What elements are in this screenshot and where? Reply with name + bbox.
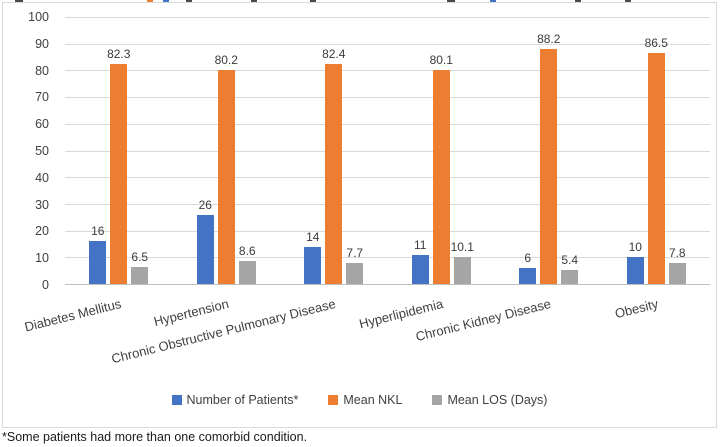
bar: 26 (196, 198, 214, 284)
bar: 82.4 (322, 47, 345, 284)
gridline (65, 123, 710, 125)
gridline (65, 97, 710, 99)
bar-group: 6 88.2 5.4 (519, 17, 579, 284)
bar-value-label: 88.2 (537, 31, 561, 46)
gridline (65, 230, 710, 232)
bar-value-label: 7.8 (668, 246, 686, 261)
cropped-title-remnants (0, 0, 721, 2)
bar-group: 11 80.1 10.1 (411, 17, 474, 284)
cropped-title-remnant (147, 0, 153, 2)
legend-label: Mean NKL (343, 393, 403, 407)
bar-value-label: 7.7 (346, 246, 364, 261)
cropped-title-remnant (310, 0, 316, 2)
bar-value-label: 11 (414, 237, 427, 252)
cropped-title-remnant (575, 0, 581, 2)
bar: 82.3 (107, 47, 130, 284)
cropped-title-remnant (251, 0, 257, 2)
bar: 8.6 (238, 244, 256, 284)
bar: 11 (411, 238, 429, 284)
y-axis-tick-label: 90 (35, 36, 49, 51)
bar: 7.8 (668, 246, 686, 284)
bar: 86.5 (645, 36, 668, 284)
gridline (65, 70, 710, 72)
bar-value-label: 80.1 (429, 53, 453, 68)
bar: 7.7 (346, 246, 364, 284)
bar: 80.1 (430, 53, 453, 284)
legend-label: Mean LOS (Days) (447, 393, 548, 407)
cropped-title-remnant (15, 0, 23, 2)
legend-label: Number of Patients* (186, 393, 299, 407)
legend-item: Mean NKL (328, 393, 402, 407)
gridline (65, 150, 710, 152)
bar-value-label: 8.6 (238, 244, 256, 259)
bar-value-label: 82.3 (107, 47, 131, 62)
bar-value-label: 6 (524, 250, 532, 265)
cropped-title-remnant (163, 0, 169, 2)
legend-item: Number of Patients* (171, 393, 299, 407)
bar: 5.4 (561, 253, 579, 284)
bar-group: 26 80.2 8.6 (196, 17, 256, 284)
bar-value-label: 82.4 (322, 47, 346, 61)
bar-value-label: 16 (91, 224, 105, 239)
gridline (65, 203, 710, 205)
bar-group: 16 82.3 6.5 (89, 17, 149, 284)
legend-swatch-icon (171, 395, 182, 405)
bar-value-label: 86.5 (644, 36, 668, 51)
bar: 88.2 (537, 32, 560, 284)
gridline (65, 17, 710, 18)
bar-value-label: 80.2 (214, 52, 238, 67)
cropped-title-remnant (625, 0, 631, 2)
category-labels: Diabetes Mellitus Hypertension Chronic Obs… (3, 296, 716, 381)
y-axis: 0 10 20 30 40 50 60 70 80 90 100 (3, 10, 55, 292)
legend-swatch-icon (328, 395, 339, 405)
cropped-title-remnant (186, 0, 192, 2)
y-axis-tick-label: 40 (35, 170, 49, 185)
category-label: Diabetes Mellitus (22, 296, 123, 335)
legend: Number of Patients* Mean NKL Mean LOS (Day… (3, 393, 716, 407)
category-label: Obesity (613, 296, 660, 322)
bar-value-label: 10.1 (450, 240, 474, 255)
bar-value-label: 6.5 (131, 249, 149, 264)
plot-area: 16 82.3 6.5 26 80.2 8.6 14 82.4 7.7 11 80.1 10.1 6 88… (65, 17, 710, 285)
chart-frame: 0 10 20 30 40 50 60 70 80 90 100 16 82.3 6.5 26 80.2 8.… (2, 2, 717, 428)
gridline (65, 177, 710, 179)
bar-group: 10 86.5 7.8 (626, 17, 686, 284)
gridline (65, 257, 710, 259)
bar: 14 (304, 230, 322, 284)
bar: 16 (89, 224, 107, 284)
y-axis-tick-label: 20 (35, 224, 49, 239)
bar: 6.5 (131, 250, 149, 284)
legend-item: Mean LOS (Days) (432, 393, 547, 407)
bar-value-label: 26 (198, 197, 212, 212)
y-axis-tick-label: 80 (35, 63, 49, 78)
chart-footnote: *Some patients had more than one comorbi… (2, 430, 308, 444)
bars-row: 16 82.3 6.5 26 80.2 8.6 14 82.4 7.7 11 80.1 10.1 6 88… (65, 17, 710, 284)
y-axis-tick-label: 10 (35, 251, 49, 266)
bar: 6 (519, 251, 537, 284)
cropped-title-remnant (447, 0, 455, 2)
bar: 10 (626, 240, 644, 284)
bar-value-label: 10 (628, 240, 642, 255)
bar-value-label: 14 (306, 229, 320, 244)
y-axis-tick-label: 60 (35, 117, 49, 132)
y-axis-tick-label: 0 (42, 278, 49, 292)
bar-value-label: 5.4 (561, 252, 579, 267)
y-axis-tick-label: 30 (35, 197, 49, 212)
bar: 80.2 (215, 53, 238, 284)
legend-swatch-icon (432, 395, 443, 405)
y-axis-tick-label: 70 (35, 90, 49, 105)
gridline (65, 43, 710, 45)
bar: 10.1 (451, 240, 474, 284)
y-axis-tick-label: 50 (35, 144, 49, 158)
cropped-title-remnant (490, 0, 496, 2)
bar-group: 14 82.4 7.7 (304, 17, 364, 284)
y-axis-tick-label: 100 (28, 10, 49, 24)
